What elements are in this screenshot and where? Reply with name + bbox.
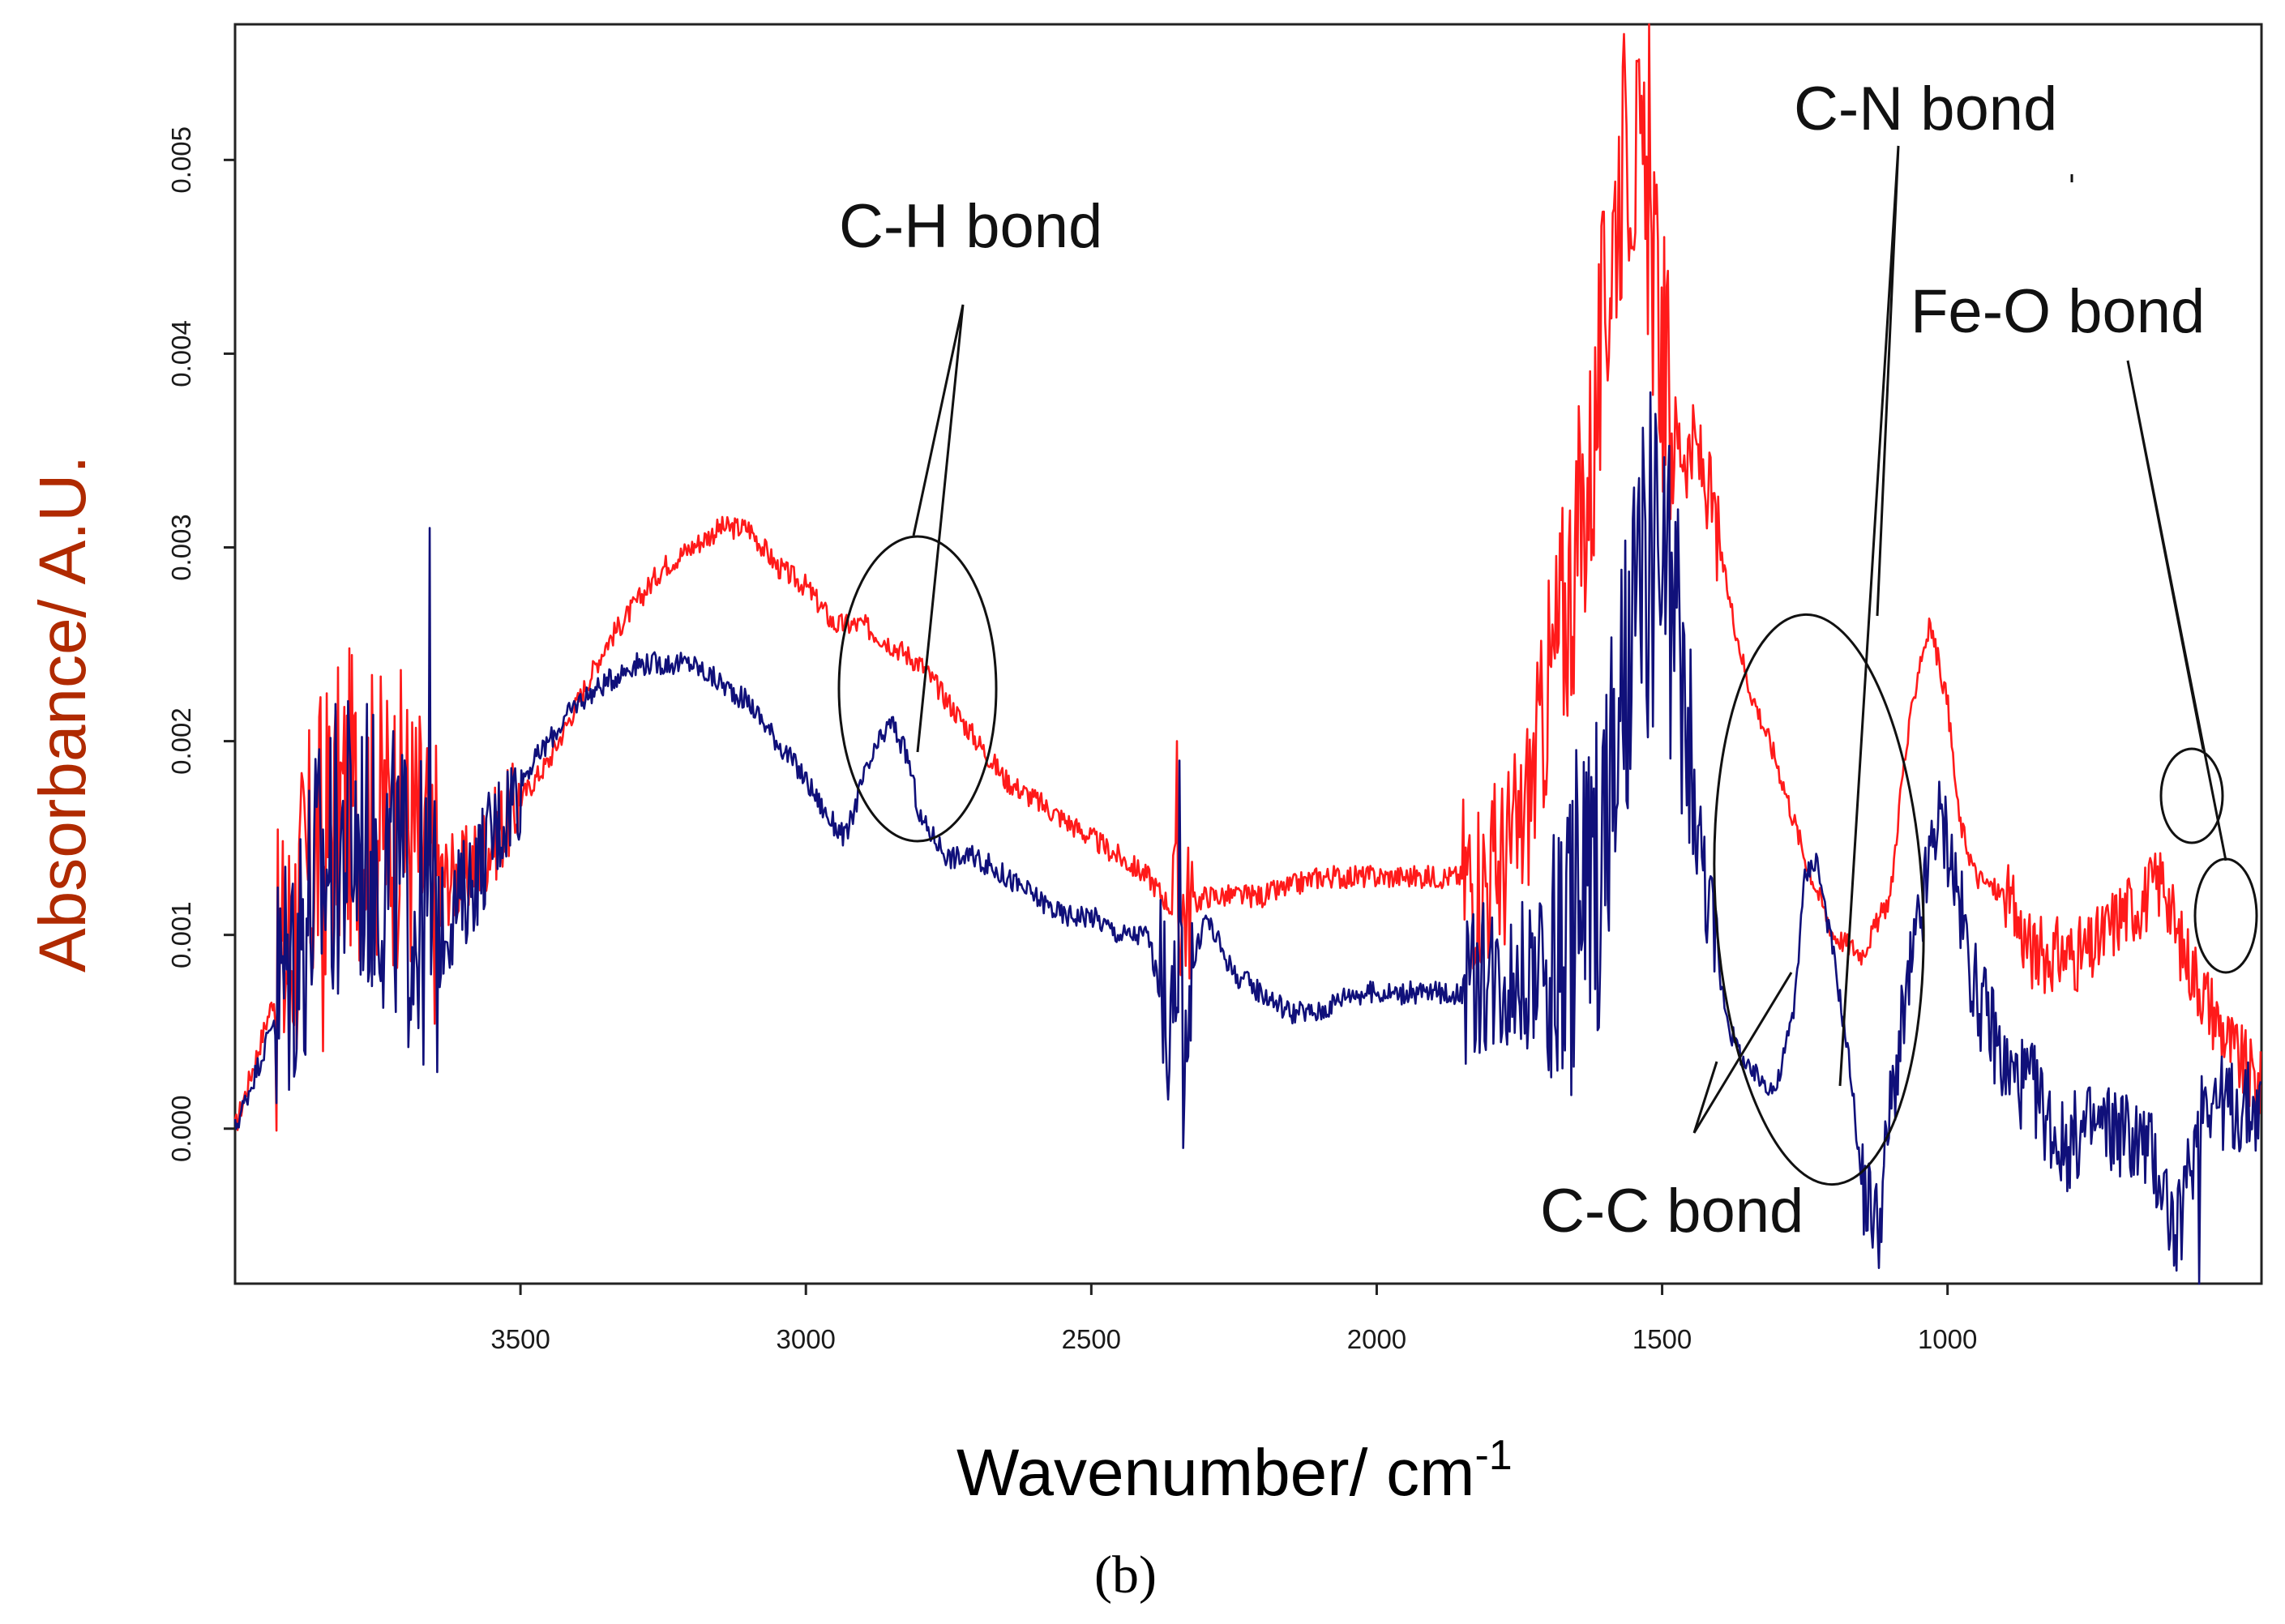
x-axis-title: Wavenumber/ cm-1 (956, 1432, 1513, 1510)
y-tick-label: 0.003 (166, 514, 196, 581)
x-tick-label: 3000 (777, 1324, 836, 1354)
series-line-red-spectrum (233, 23, 2262, 1132)
y-axis-title: Absorbance/ A.U. (26, 455, 100, 972)
feo-ellipse-1 (2159, 747, 2224, 844)
cn-ellipse (1713, 613, 1925, 1186)
y-tick-label: 0.005 (166, 126, 196, 194)
x-tick-label: 1000 (1918, 1324, 1977, 1354)
annotation-cc: C-C bond (1540, 1177, 1804, 1246)
series-line-blue-spectrum (233, 391, 2262, 1285)
x-tick-label: 1500 (1632, 1324, 1692, 1354)
y-tick-label: 0.001 (166, 901, 196, 968)
x-tick-label: 2500 (1062, 1324, 1121, 1354)
y-tick-label: 0.004 (166, 320, 196, 387)
series-layer (233, 23, 2262, 1285)
feo-leader (2126, 360, 2227, 861)
cn-leader (1838, 145, 1900, 1087)
ch-leader (912, 304, 965, 753)
y-tick-label: 0.000 (166, 1095, 196, 1162)
x-tick-label: 2000 (1347, 1324, 1406, 1354)
annotation-cn: C-N bond (1794, 75, 2057, 143)
x-axis-title-exponent: -1 (1474, 1432, 1512, 1479)
panel-label: (b) (1094, 1545, 1157, 1605)
feo-ellipse-2 (2193, 857, 2258, 974)
annotation-marks (837, 145, 2258, 1186)
x-tick-label: 3500 (490, 1324, 550, 1354)
tick-layer: 3500 3000 2500 2000 1500 1000 0.000 0.001 0.002 0… (166, 126, 1977, 1354)
ch-ellipse (837, 535, 998, 843)
annotation-ch: C-H bond (839, 192, 1102, 261)
annotation-feo: Fe-O bond (1911, 277, 2205, 346)
cc-leader (1692, 972, 1793, 1134)
x-axis-title-text: Wavenumber/ cm (956, 1436, 1474, 1510)
y-tick-label: 0.002 (166, 707, 196, 775)
plot-frame (233, 23, 2263, 1285)
